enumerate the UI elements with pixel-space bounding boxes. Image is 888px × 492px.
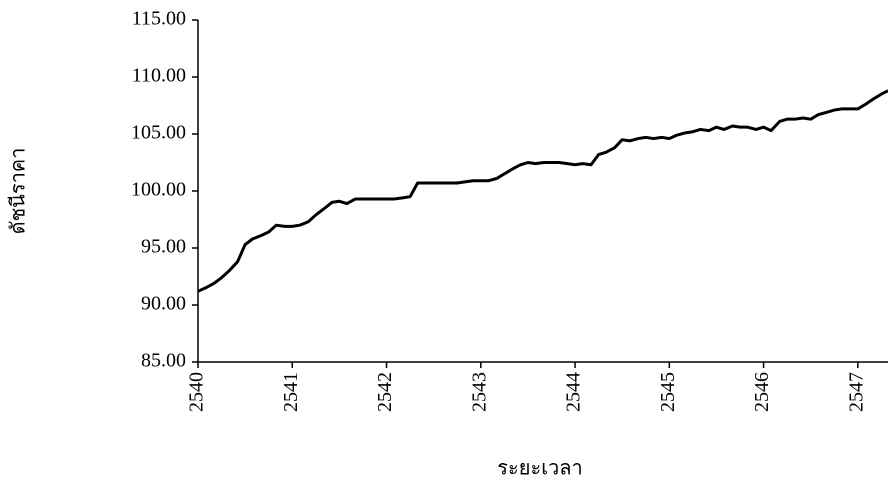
x-tick-label: 2546 <box>751 372 773 412</box>
x-tick-label: 2547 <box>845 372 867 412</box>
x-axis-title: ระยะเวลา <box>497 458 583 480</box>
y-tick-label: 110.00 <box>132 65 186 87</box>
y-tick-label: 105.00 <box>131 122 186 144</box>
y-tick-label: 115.00 <box>132 8 186 30</box>
x-tick-label: 2541 <box>280 372 302 412</box>
y-axis-title: ดัชนีราคา <box>8 148 30 235</box>
y-tick-label: 90.00 <box>141 293 186 315</box>
y-tick-label: 100.00 <box>131 179 186 201</box>
y-tick-label: 95.00 <box>141 236 186 258</box>
y-tick-label: 85.00 <box>141 350 186 372</box>
x-tick-label: 2544 <box>563 372 585 412</box>
data-line <box>197 89 888 293</box>
x-tick-label: 2545 <box>657 372 679 412</box>
x-tick-label: 2540 <box>186 372 208 412</box>
x-tick-label: 2543 <box>468 372 490 412</box>
x-tick-label: 2542 <box>374 372 396 412</box>
